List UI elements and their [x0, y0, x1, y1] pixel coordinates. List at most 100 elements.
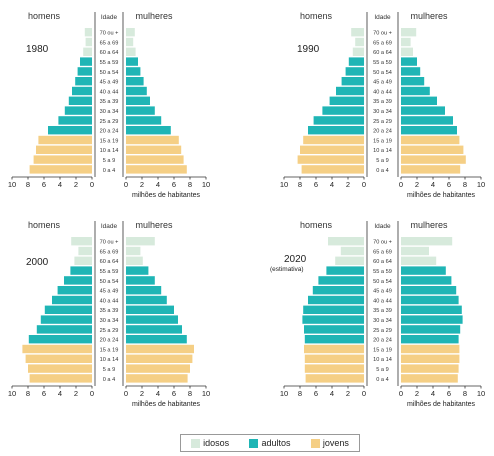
bar-mulheres-2000-7 — [126, 305, 174, 314]
bar-homens-1990-7 — [329, 96, 364, 105]
age-label-1990-7: 35 a 39 — [373, 99, 392, 105]
bar-homens-1980-13 — [33, 155, 92, 164]
bar-mulheres-2000-2 — [126, 256, 143, 265]
bar-homens-2000-2 — [74, 256, 92, 265]
bar-homens-1990-12 — [300, 145, 364, 154]
tick-label-homens-2020-0: 0 — [362, 389, 366, 398]
bar-mulheres-1980-10 — [126, 126, 171, 135]
tick-label-mulheres-2020-8: 8 — [463, 389, 467, 398]
bar-mulheres-1980-12 — [126, 145, 182, 154]
bar-mulheres-1980-1 — [126, 37, 134, 47]
bar-mulheres-2020-4 — [401, 276, 452, 285]
tick-label-homens-2000-10: 10 — [8, 389, 16, 398]
bar-homens-1990-6 — [336, 86, 364, 96]
age-label-1990-6: 40 a 44 — [373, 89, 392, 95]
x-axis-title-2020: milhões de habitantes — [407, 401, 476, 408]
tick-label-mulheres-2020-0: 0 — [399, 389, 403, 398]
bar-homens-2020-12 — [304, 354, 364, 363]
homens-label-2020: homens — [300, 220, 333, 230]
tick-label-homens-2020-4: 4 — [330, 389, 334, 398]
bar-homens-1980-4 — [77, 67, 92, 76]
bar-homens-1990-0 — [351, 28, 364, 37]
tick-label-mulheres-1980-0: 0 — [124, 180, 128, 189]
bar-homens-2020-1 — [340, 246, 364, 256]
bar-mulheres-1990-5 — [401, 77, 425, 86]
age-label-2000-7: 35 a 39 — [100, 308, 119, 314]
bar-homens-2000-0 — [71, 237, 92, 246]
bar-homens-2000-11 — [22, 344, 92, 354]
bar-homens-2020-9 — [304, 325, 364, 334]
age-label-1980-2: 60 a 64 — [100, 50, 119, 56]
tick-label-mulheres-2020-2: 2 — [415, 389, 419, 398]
age-label-1990-8: 30 a 34 — [373, 109, 392, 115]
bar-mulheres-2000-6 — [126, 295, 167, 305]
age-label-1990-12: 10 a 14 — [373, 148, 392, 154]
idade-label-1980: Idade — [101, 14, 118, 21]
tick-label-mulheres-2000-4: 4 — [156, 389, 160, 398]
tick-label-homens-1980-10: 10 — [8, 180, 16, 189]
tick-label-homens-2020-2: 2 — [346, 389, 350, 398]
legend: idosos adultos jovens — [180, 434, 360, 452]
mulheres-label-1980: mulheres — [135, 11, 173, 21]
bar-homens-1990-13 — [297, 155, 364, 164]
bar-homens-2000-13 — [28, 364, 92, 373]
tick-label-homens-2020-8: 8 — [298, 389, 302, 398]
bar-homens-1980-2 — [83, 47, 92, 56]
legend-item-idosos: idosos — [191, 438, 229, 448]
bar-mulheres-1990-7 — [401, 96, 437, 105]
bar-homens-1990-1 — [355, 37, 364, 47]
bar-mulheres-2020-6 — [401, 295, 459, 305]
bar-mulheres-2000-1 — [126, 246, 141, 256]
age-label-2020-13: 5 a 9 — [376, 367, 388, 373]
tick-label-homens-2020-10: 10 — [280, 389, 288, 398]
bar-mulheres-1980-4 — [126, 67, 141, 76]
x-axis-title-1980: milhões de habitantes — [132, 192, 201, 199]
age-label-1980-9: 25 a 29 — [100, 119, 119, 125]
bar-mulheres-2000-5 — [126, 286, 162, 295]
age-label-2020-0: 70 ou + — [373, 240, 392, 246]
age-label-2020-2: 60 a 64 — [373, 259, 392, 265]
tick-label-mulheres-1980-6: 6 — [172, 180, 176, 189]
tick-label-homens-1990-6: 6 — [314, 180, 318, 189]
bar-homens-2020-0 — [328, 237, 364, 246]
bar-mulheres-2000-0 — [126, 237, 155, 246]
age-label-1990-4: 50 a 54 — [373, 70, 392, 76]
bar-mulheres-1990-4 — [401, 67, 421, 76]
age-label-1980-10: 20 a 24 — [100, 129, 119, 135]
bar-homens-1990-9 — [313, 116, 364, 125]
tick-label-mulheres-2000-6: 6 — [172, 389, 176, 398]
bar-mulheres-1990-6 — [401, 86, 430, 96]
bar-mulheres-2020-14 — [401, 374, 458, 383]
bar-homens-2000-5 — [57, 286, 92, 295]
legend-label-adultos: adultos — [261, 438, 291, 448]
age-label-1990-1: 65 a 69 — [373, 40, 392, 46]
tick-label-mulheres-2000-10: 10 — [202, 389, 210, 398]
age-label-1980-6: 40 a 44 — [100, 89, 119, 95]
bar-homens-2020-4 — [318, 276, 364, 285]
bar-homens-2000-10 — [28, 335, 92, 344]
bar-mulheres-1990-8 — [401, 106, 445, 115]
tick-label-mulheres-1990-0: 0 — [399, 180, 403, 189]
bar-homens-1980-3 — [80, 57, 92, 66]
bar-mulheres-1990-11 — [401, 135, 460, 145]
age-label-2000-1: 65 a 69 — [100, 249, 119, 255]
tick-label-mulheres-2020-4: 4 — [431, 389, 435, 398]
tick-label-mulheres-2000-2: 2 — [140, 389, 144, 398]
year-subtitle-2020: (estimativa) — [270, 266, 304, 273]
bar-mulheres-1990-2 — [401, 47, 413, 56]
bar-homens-1990-10 — [308, 126, 364, 135]
bar-mulheres-2020-7 — [401, 305, 462, 314]
tick-label-homens-1980-2: 2 — [74, 180, 78, 189]
legend-item-jovens: jovens — [310, 438, 349, 448]
bar-homens-2020-13 — [304, 364, 364, 373]
age-label-2000-13: 5 a 9 — [103, 367, 115, 373]
bar-mulheres-1980-8 — [126, 106, 155, 115]
bar-homens-2020-14 — [305, 374, 364, 383]
idade-label-1990: Idade — [374, 14, 391, 21]
bar-homens-2020-2 — [335, 256, 364, 265]
age-label-2000-11: 15 a 19 — [100, 347, 119, 353]
tick-label-homens-1980-8: 8 — [26, 180, 30, 189]
age-label-2000-2: 60 a 64 — [100, 259, 119, 265]
bar-mulheres-2000-8 — [126, 315, 178, 324]
age-label-1990-2: 60 a 64 — [373, 50, 392, 56]
